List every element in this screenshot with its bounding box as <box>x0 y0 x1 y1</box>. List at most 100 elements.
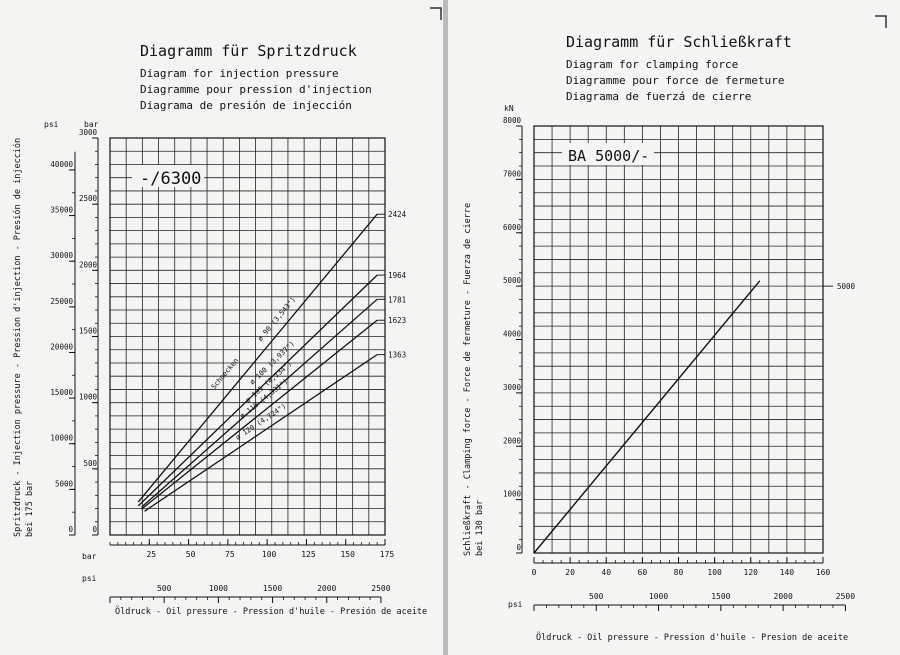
right-model-label-bg <box>562 143 654 165</box>
x-tick-label-psi: 1000 <box>209 584 228 593</box>
y-tick-label-bar: 2000 <box>79 260 98 269</box>
series-end-label: 1623 <box>388 316 406 325</box>
y-tick-label-psi: 25000 <box>50 297 73 306</box>
corner-mark-left <box>430 7 442 20</box>
x-tick-label-bar: 160 <box>816 568 831 577</box>
y-tick-label-psi: 0 <box>68 525 73 534</box>
x-tick-label-bar: 75 <box>225 550 235 559</box>
left-x-axis-psi: 500 1000 1500 2000 2500 <box>109 584 391 603</box>
left-x-axis-title: Öldruck - Oil pressure - Pression d'huil… <box>115 606 427 617</box>
left-title-en: Diagram for injection pressure <box>140 67 339 80</box>
left-title: Diagramm für Spritzdruck <box>140 42 357 60</box>
left-model-label-bg <box>132 165 204 187</box>
x-tick-label-bar: 125 <box>301 550 316 559</box>
right-title-fr: Diagramme pour force de fermeture <box>566 74 785 87</box>
x-tick-label-bar: 100 <box>262 550 277 559</box>
left-grid <box>109 137 386 536</box>
x-tick-label-bar: 60 <box>638 568 648 577</box>
y-tick-label-psi: 15000 <box>50 388 73 397</box>
y-tick-label-bar: 3000 <box>79 128 98 137</box>
y-tick-label-bar: 0 <box>92 525 97 534</box>
left-y-axis-psi: 0 5000 10000 15000 20000 25000 30000 35000 40000 <box>50 151 76 536</box>
y-tick-label-psi: 10000 <box>50 434 73 443</box>
x-tick-label-psi: 1500 <box>263 584 282 593</box>
right-y-unit: kN <box>504 104 514 113</box>
x-tick-label-bar: 150 <box>340 550 355 559</box>
y-tick-label: 5000 <box>503 276 522 285</box>
plot-frame <box>109 137 386 536</box>
corner-mark-right <box>875 15 887 28</box>
series-end-label: 2424 <box>388 210 407 219</box>
x-tick-label-bar: 80 <box>674 568 684 577</box>
right-y-axis-subtitle: bei 130 bar <box>475 500 485 556</box>
left-y-unit-bar: bar <box>84 120 99 129</box>
series-line <box>137 274 378 507</box>
y-tick-label: 8000 <box>503 116 522 125</box>
left-model-label: -/6300 <box>140 169 201 189</box>
x-tick-label-bar: 50 <box>186 550 196 559</box>
y-tick-label-bar: 2500 <box>79 194 98 203</box>
x-tick-label-psi: 500 <box>157 584 172 593</box>
left-title-fr: Diagramme pour pression d'injection <box>140 83 372 96</box>
left-x-axis-bar: 25 50 75 100 125 150 175 <box>109 539 395 559</box>
x-tick-label-bar: 20 <box>565 568 575 577</box>
x-tick-label-bar: 100 <box>707 568 722 577</box>
left-y-axis-title: Spritzdruck - Injection pressure - Press… <box>12 138 23 537</box>
x-tick-label-bar: 175 <box>380 550 395 559</box>
x-tick-label-bar: 120 <box>744 568 759 577</box>
left-title-es: Diagrama de presión de injección <box>140 99 352 112</box>
y-tick-label-psi: 35000 <box>50 206 73 215</box>
right-x-axis-title: Öldruck - Oil pressure - Pression d'huil… <box>536 632 848 643</box>
x-tick-label-psi: 500 <box>589 592 604 601</box>
left-y-axis-bar: 0 500 1000 1500 2000 2500 3000 <box>79 128 99 536</box>
right-title-es: Diagrama de fuerzá de cierre <box>566 90 751 103</box>
left-y-unit-psi: psi <box>44 120 59 129</box>
y-tick-label: 7000 <box>503 169 522 178</box>
x-tick-label-psi: 1000 <box>649 592 668 601</box>
series-line <box>140 298 378 508</box>
x-tick-label-bar: 140 <box>780 568 795 577</box>
series-end-label: 1363 <box>388 351 406 360</box>
right-x-axis-psi: 500 1000 1500 2000 2500 <box>533 592 855 611</box>
right-y-axis: 0 1000 2000 3000 4000 5000 6000 7000 8000 <box>503 116 523 554</box>
right-title: Diagramm für Schließkraft <box>566 33 792 51</box>
right-series: 5000 <box>533 280 856 554</box>
plot-frame <box>533 125 824 554</box>
right-y-axis-title: Schließkraft - Clamping force - Force de… <box>463 203 473 556</box>
x-tick-label-psi: 2500 <box>836 592 855 601</box>
y-tick-label: 4000 <box>503 330 522 339</box>
y-tick-label-bar: 500 <box>83 459 97 468</box>
left-x-unit-psi: psi <box>82 574 97 583</box>
left-x-unit-bar: bar <box>82 552 97 561</box>
series-line <box>144 354 378 512</box>
series-end-label: 1964 <box>388 271 407 280</box>
series-line <box>533 280 761 554</box>
right-title-en: Diagram for clamping force <box>566 58 738 71</box>
y-tick-label-psi: 40000 <box>50 160 73 169</box>
y-tick-label-bar: 1000 <box>79 393 98 402</box>
series-line <box>137 213 378 503</box>
right-x-unit-psi: psi <box>508 600 523 609</box>
left-y-axis-subtitle: bei 175 bar <box>25 481 35 537</box>
x-tick-label-psi: 2000 <box>774 592 793 601</box>
x-tick-label-psi: 2500 <box>371 584 390 593</box>
right-x-axis-bar: 0 20 40 60 80 100 120 140 160 <box>532 557 831 577</box>
right-grid <box>533 125 824 554</box>
right-model-label: BA 5000/- <box>568 147 649 165</box>
x-tick-label-bar: 25 <box>146 550 156 559</box>
y-tick-label: 2000 <box>503 436 522 445</box>
y-tick-label-bar: 1500 <box>79 327 98 336</box>
y-tick-label: 0 <box>516 543 521 552</box>
series-end-label: 1781 <box>388 295 406 304</box>
x-tick-label-psi: 1500 <box>711 592 730 601</box>
x-tick-label-psi: 2000 <box>317 584 336 593</box>
x-tick-label-bar: 0 <box>532 568 537 577</box>
x-tick-label-bar: 40 <box>601 568 611 577</box>
y-tick-label: 6000 <box>503 223 522 232</box>
y-tick-label-psi: 30000 <box>50 251 73 260</box>
ref-label: 5000 <box>837 282 856 291</box>
y-tick-label: 3000 <box>503 383 522 392</box>
y-tick-label-psi: 20000 <box>50 342 73 351</box>
right-page <box>448 0 900 655</box>
